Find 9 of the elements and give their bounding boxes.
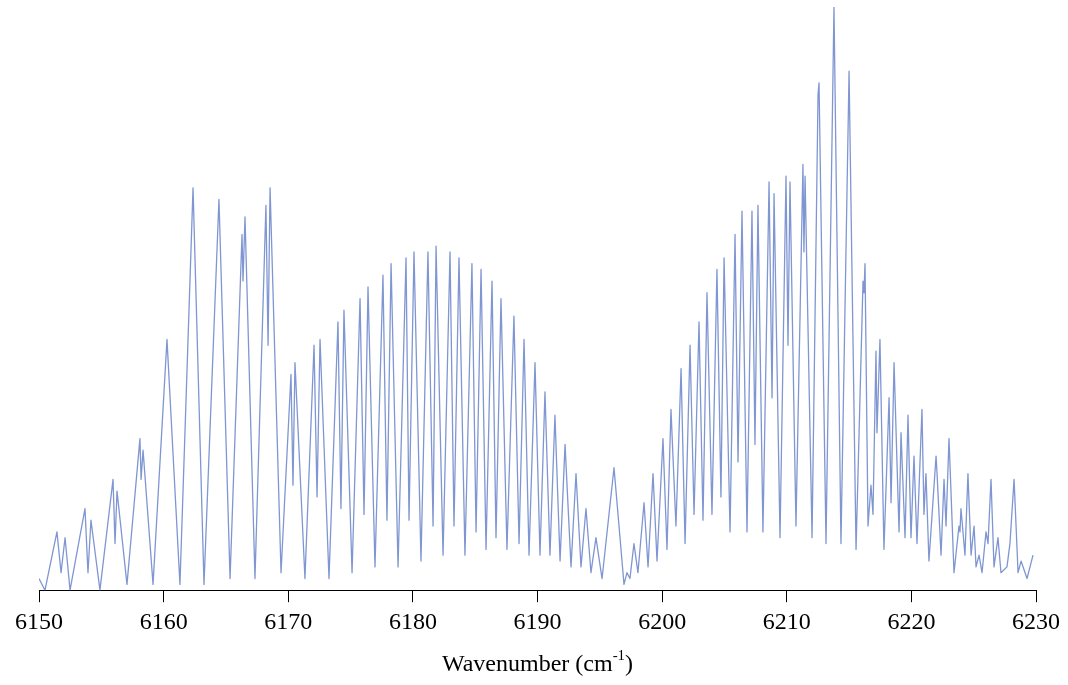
x-tick-label: 6230 (1012, 607, 1060, 634)
x-tick-label: 6150 (15, 607, 63, 634)
x-tick-label: 6170 (264, 607, 313, 634)
x-tick-label: 6210 (762, 607, 811, 634)
x-tick-label: 6160 (139, 607, 188, 634)
x-tick-label: 6200 (638, 607, 687, 634)
x-tick-label: 6220 (887, 607, 936, 634)
x-tick-label: 6190 (513, 607, 562, 634)
x-tick-label: 6180 (388, 607, 437, 634)
